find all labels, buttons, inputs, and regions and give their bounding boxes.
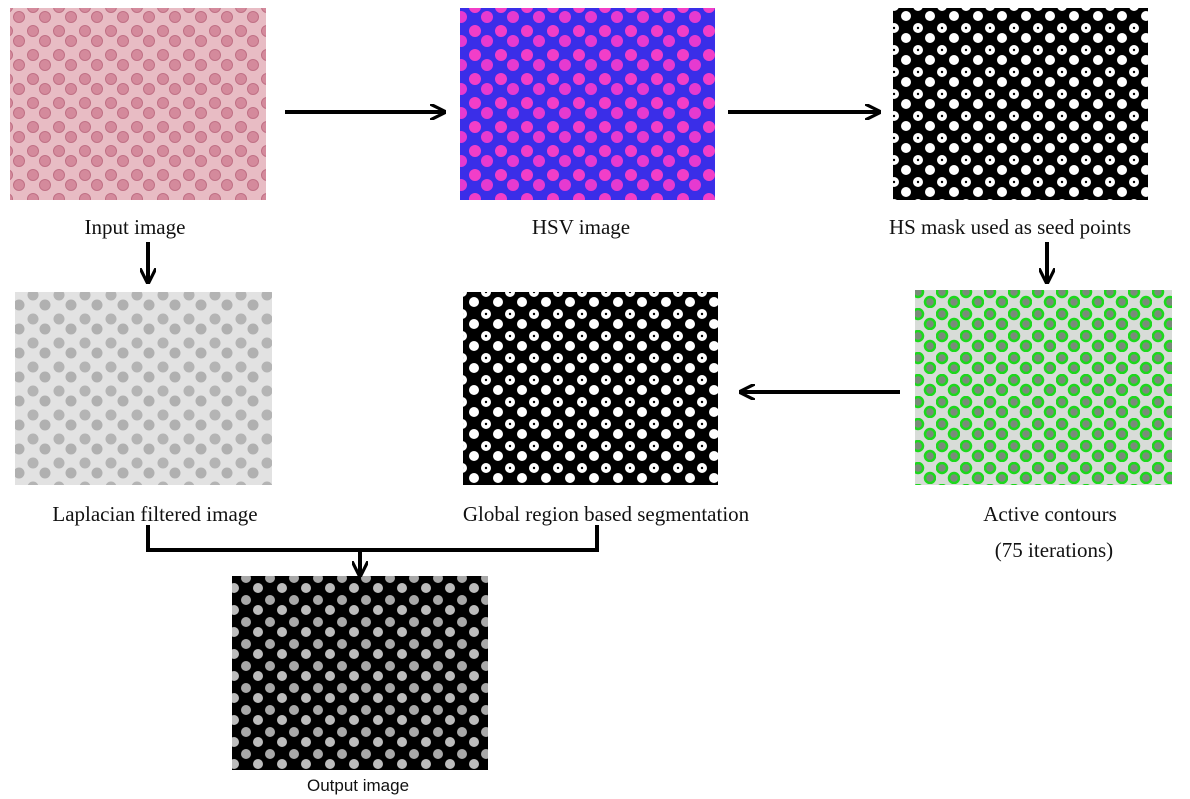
node-label: HS mask used as seed points bbox=[889, 215, 1131, 239]
input-image bbox=[10, 8, 266, 200]
node-label: Output image bbox=[307, 776, 409, 795]
hs-mask-image bbox=[893, 8, 1148, 200]
node-label: HSV image bbox=[532, 215, 630, 239]
hsv-image bbox=[460, 8, 715, 200]
laplacian-image bbox=[15, 292, 272, 485]
node-label: Laplacian filtered image bbox=[52, 502, 257, 526]
diagram: Input image HSV image HS mask used as se… bbox=[0, 0, 1190, 799]
segmentation-image bbox=[463, 292, 718, 485]
node-label: Active contours bbox=[983, 502, 1117, 526]
active-contours-image bbox=[915, 290, 1172, 485]
node-sublabel: (75 iterations) bbox=[995, 538, 1113, 562]
node-label: Global region based segmentation bbox=[463, 502, 750, 526]
output-image bbox=[232, 576, 488, 770]
connector bbox=[148, 525, 597, 550]
node-label: Input image bbox=[85, 215, 186, 239]
